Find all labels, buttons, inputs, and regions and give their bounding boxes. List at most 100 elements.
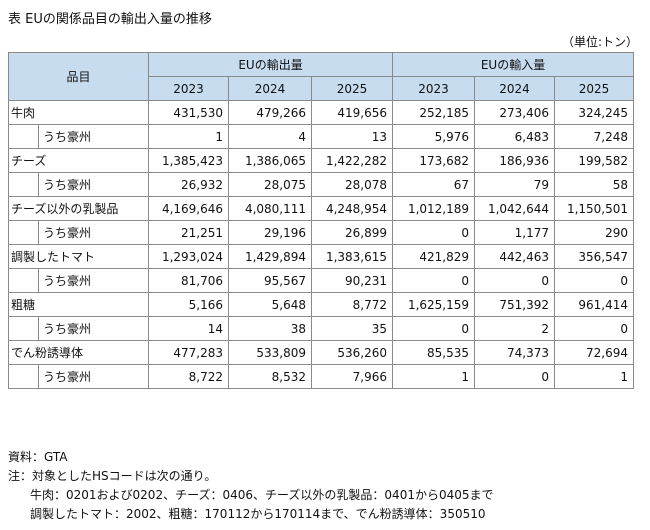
value-cell: 199,582	[554, 148, 635, 173]
value-cell: 1	[148, 124, 230, 149]
value-cell: 324,245	[554, 100, 635, 125]
year-header: 2025	[311, 76, 394, 101]
value-cell: 356,547	[554, 244, 635, 269]
value-cell: 1,386,065	[228, 148, 313, 173]
item-label: でん粉誘導体	[7, 340, 150, 365]
value-cell: 421,829	[392, 244, 476, 269]
value-cell: 431,530	[148, 100, 230, 125]
value-cell: 1,012,189	[392, 196, 476, 221]
table-subrow: うち豪州 8,722 8,532 7,966 1 0 1	[8, 364, 635, 389]
table-subrow: うち豪州 14 38 35 0 2 0	[8, 316, 635, 341]
item-label: チーズ以外の乳製品	[7, 196, 150, 221]
value-cell: 419,656	[311, 100, 394, 125]
value-cell: 74,373	[474, 340, 556, 365]
sub-item-label: うち豪州	[37, 220, 150, 245]
year-header: 2024	[474, 76, 556, 101]
value-cell: 21,251	[148, 220, 230, 245]
table-body: 牛肉 431,530 479,266 419,656 252,185 273,406 324…	[7, 100, 635, 389]
table-subrow: うち豪州 1 4 13 5,976 6,483 7,248	[8, 124, 635, 149]
value-cell: 4,169,646	[148, 196, 230, 221]
table-row: 粗糖 5,166 5,648 8,772 1,625,159 751,392 961,414	[7, 292, 635, 317]
value-cell: 0	[554, 268, 635, 293]
table-row: でん粉誘導体 477,283 533,809 536,260 85,535 74,373 7…	[7, 340, 635, 365]
value-cell: 252,185	[392, 100, 476, 125]
source-note: 資料：GTA	[8, 450, 68, 464]
note-intro: 注：対象としたHSコードは次の通り。	[8, 469, 217, 483]
unit-label: （単位:トン）	[561, 35, 638, 49]
value-cell: 186,936	[474, 148, 556, 173]
table-row: 牛肉 431,530 479,266 419,656 252,185 273,406 324…	[7, 100, 635, 125]
sub-item-label: うち豪州	[37, 172, 150, 197]
value-cell: 8,532	[228, 364, 313, 389]
value-cell: 7,248	[554, 124, 635, 149]
export-header: EUの輸出量	[148, 52, 394, 77]
sub-item-label: うち豪州	[37, 316, 150, 341]
value-cell: 58	[554, 172, 635, 197]
value-cell: 0	[474, 364, 556, 389]
value-cell: 1,383,615	[311, 244, 394, 269]
indent-cell	[8, 124, 39, 149]
value-cell: 85,535	[392, 340, 476, 365]
value-cell: 0	[392, 268, 476, 293]
table-row: チーズ 1,385,423 1,386,065 1,422,282 173,682 186…	[7, 148, 635, 173]
value-cell: 26,932	[148, 172, 230, 197]
value-cell: 477,283	[148, 340, 230, 365]
year-header: 2025	[554, 76, 635, 101]
item-label: 牛肉	[7, 100, 150, 125]
value-cell: 1,293,024	[148, 244, 230, 269]
value-cell: 4,080,111	[228, 196, 313, 221]
value-cell: 442,463	[474, 244, 556, 269]
value-cell: 35	[311, 316, 394, 341]
value-cell: 5,648	[228, 292, 313, 317]
value-cell: 28,078	[311, 172, 394, 197]
value-cell: 2	[474, 316, 556, 341]
table-subrow: うち豪州 21,251 29,196 26,899 0 1,177 290	[8, 220, 635, 245]
value-cell: 173,682	[392, 148, 476, 173]
value-cell: 1,177	[474, 220, 556, 245]
value-cell: 536,260	[311, 340, 394, 365]
value-cell: 0	[392, 220, 476, 245]
value-cell: 29,196	[228, 220, 313, 245]
value-cell: 90,231	[311, 268, 394, 293]
value-cell: 5,166	[148, 292, 230, 317]
indent-cell	[8, 316, 39, 341]
value-cell: 1,385,423	[148, 148, 230, 173]
value-cell: 533,809	[228, 340, 313, 365]
value-cell: 1,422,282	[311, 148, 394, 173]
indent-cell	[8, 220, 39, 245]
value-cell: 1,625,159	[392, 292, 476, 317]
note-line: 調製したトマト：2002、粗糖：170112から170114まで、でん粉誘導体：…	[30, 507, 486, 521]
trade-volume-table: 品目 EUの輸出量 EUの輸入量 2023 2024 2025 2023 202…	[7, 52, 635, 389]
value-cell: 4,248,954	[311, 196, 394, 221]
item-label: 調製したトマト	[7, 244, 150, 269]
year-header: 2023	[392, 76, 476, 101]
value-cell: 4	[228, 124, 313, 149]
value-cell: 72,694	[554, 340, 635, 365]
value-cell: 7,966	[311, 364, 394, 389]
value-cell: 13	[311, 124, 394, 149]
value-cell: 1,429,894	[228, 244, 313, 269]
sub-item-label: うち豪州	[37, 268, 150, 293]
indent-cell	[8, 172, 39, 197]
value-cell: 67	[392, 172, 476, 197]
value-cell: 751,392	[474, 292, 556, 317]
table-row: 調製したトマト 1,293,024 1,429,894 1,383,615 421,82…	[7, 244, 635, 269]
table-row: チーズ以外の乳製品 4,169,646 4,080,111 4,248,954 1,01…	[7, 196, 635, 221]
value-cell: 79	[474, 172, 556, 197]
value-cell: 1	[392, 364, 476, 389]
indent-cell	[8, 364, 39, 389]
value-cell: 0	[554, 316, 635, 341]
value-cell: 8,722	[148, 364, 230, 389]
page-title: 表 EUの関係品目の輸出入量の推移	[8, 12, 212, 27]
item-label: チーズ	[7, 148, 150, 173]
indent-cell	[8, 268, 39, 293]
value-cell: 8,772	[311, 292, 394, 317]
import-header: EUの輸入量	[392, 52, 635, 77]
year-header: 2024	[228, 76, 313, 101]
sub-item-label: うち豪州	[37, 364, 150, 389]
value-cell: 0	[474, 268, 556, 293]
value-cell: 81,706	[148, 268, 230, 293]
value-cell: 14	[148, 316, 230, 341]
value-cell: 1,042,644	[474, 196, 556, 221]
table-subrow: うち豪州 81,706 95,567 90,231 0 0 0	[8, 268, 635, 293]
